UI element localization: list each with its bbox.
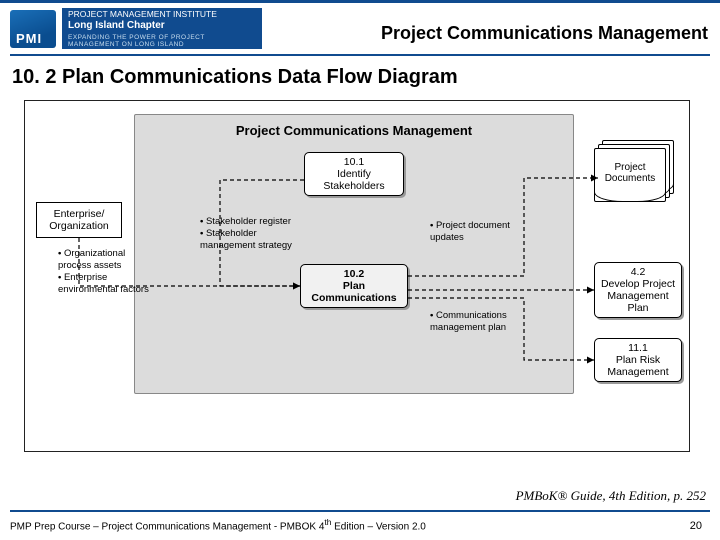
bullets-eo-outputs: Organizational process assetsEnterprise … bbox=[58, 248, 150, 296]
org-strap: Expanding the Power of Project Managemen… bbox=[62, 33, 262, 49]
section-title: 10. 2 Plan Communications Data Flow Diag… bbox=[12, 66, 458, 89]
bullets-102-outputs: Communications management plan bbox=[430, 310, 540, 334]
dataflow-figure: Project Communications Management Enterp… bbox=[24, 100, 690, 452]
citation: PMBoK® Guide, 4th Edition, p. 252 bbox=[516, 488, 706, 504]
pmi-logo-text: Project Management Institute Long Island… bbox=[62, 8, 262, 49]
page-number: 20 bbox=[690, 520, 702, 532]
grey-panel-title: Project Communications Management bbox=[135, 115, 573, 142]
bullets-doc-updates: Project document updates bbox=[430, 220, 520, 244]
node-enterprise-organization: Enterprise/Organization bbox=[36, 202, 122, 238]
node-11-1-plan-risk-mgmt: 11.1Plan RiskManagement bbox=[594, 338, 682, 382]
footer-rule bbox=[10, 510, 710, 512]
slide-title: Project Communications Management bbox=[381, 23, 708, 44]
pmi-logo: Project Management Institute Long Island… bbox=[10, 8, 265, 50]
footer-text: PMP Prep Course – Project Communications… bbox=[10, 517, 426, 532]
org-line1: Project Management Institute bbox=[68, 10, 256, 19]
header-bar: Project Management Institute Long Island… bbox=[0, 0, 720, 54]
header-rule bbox=[10, 54, 710, 56]
footer-sup: th bbox=[324, 517, 331, 527]
node-4-2-develop-pm-plan: 4.2Develop ProjectManagementPlan bbox=[594, 262, 682, 318]
bullets-101-outputs: Stakeholder registerStakeholder manageme… bbox=[200, 216, 310, 252]
node-project-documents: ProjectDocuments bbox=[594, 148, 666, 202]
node-10-1-identify-stakeholders: 10.1IdentifyStakeholders bbox=[304, 152, 404, 196]
pmi-logo-mark bbox=[10, 10, 56, 48]
docs-label: ProjectDocuments bbox=[594, 162, 666, 184]
org-line2: Long Island Chapter bbox=[68, 20, 256, 31]
node-10-2-plan-communications: 10.2PlanCommunications bbox=[300, 264, 408, 308]
